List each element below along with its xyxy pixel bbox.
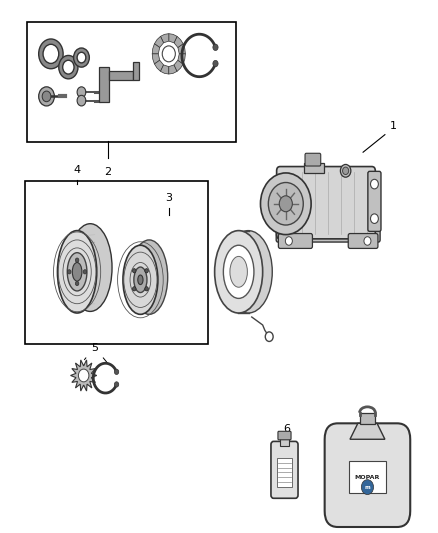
Ellipse shape (224, 231, 272, 313)
Polygon shape (71, 360, 97, 391)
Circle shape (343, 167, 349, 174)
Bar (133, 62, 139, 80)
Ellipse shape (131, 240, 168, 314)
Bar (25, 181, 208, 344)
Circle shape (42, 91, 51, 102)
Polygon shape (178, 44, 185, 54)
Ellipse shape (134, 267, 147, 293)
Circle shape (43, 44, 59, 63)
Circle shape (74, 48, 89, 67)
Text: 4: 4 (74, 165, 81, 175)
FancyBboxPatch shape (348, 233, 378, 248)
Polygon shape (160, 34, 169, 43)
FancyBboxPatch shape (278, 431, 291, 440)
Polygon shape (174, 60, 183, 71)
Bar (304, 164, 324, 173)
Ellipse shape (67, 253, 87, 291)
Text: 2: 2 (104, 167, 111, 177)
Ellipse shape (72, 263, 82, 281)
Text: 5: 5 (91, 343, 98, 353)
Bar (277, 458, 292, 487)
FancyBboxPatch shape (277, 166, 375, 239)
Polygon shape (169, 34, 177, 43)
Circle shape (145, 287, 148, 291)
Circle shape (75, 258, 79, 262)
Circle shape (371, 214, 378, 223)
Circle shape (132, 269, 136, 273)
Circle shape (77, 95, 86, 106)
Text: 7: 7 (364, 416, 371, 426)
Polygon shape (152, 44, 160, 54)
Ellipse shape (230, 256, 247, 287)
Circle shape (83, 270, 87, 274)
Circle shape (67, 270, 71, 274)
Bar (99, 67, 109, 102)
Circle shape (279, 196, 292, 212)
Circle shape (114, 369, 119, 375)
FancyBboxPatch shape (271, 441, 298, 498)
Circle shape (361, 480, 374, 495)
Ellipse shape (215, 231, 263, 313)
FancyBboxPatch shape (368, 171, 381, 231)
Circle shape (213, 44, 218, 51)
Ellipse shape (138, 275, 143, 285)
Circle shape (59, 55, 78, 79)
Ellipse shape (123, 245, 158, 314)
Circle shape (75, 281, 79, 286)
Ellipse shape (68, 224, 112, 311)
Circle shape (63, 60, 74, 74)
Bar (109, 71, 133, 80)
Circle shape (77, 87, 86, 98)
Text: m: m (365, 484, 370, 490)
Text: 6: 6 (283, 424, 290, 434)
Polygon shape (152, 54, 160, 64)
FancyBboxPatch shape (276, 230, 380, 242)
Polygon shape (155, 60, 163, 71)
Bar (27, 22, 237, 142)
Circle shape (77, 52, 86, 63)
Circle shape (371, 179, 378, 189)
Circle shape (213, 60, 218, 67)
Text: 1: 1 (390, 121, 397, 131)
Circle shape (340, 165, 351, 177)
Polygon shape (178, 54, 185, 64)
Circle shape (39, 39, 63, 69)
Circle shape (261, 173, 311, 235)
Bar (349, 461, 386, 494)
Polygon shape (350, 423, 385, 439)
Circle shape (268, 182, 303, 225)
Circle shape (145, 269, 148, 273)
Bar (280, 438, 289, 446)
FancyBboxPatch shape (279, 233, 312, 248)
Circle shape (114, 382, 119, 387)
Ellipse shape (223, 245, 254, 298)
Circle shape (78, 369, 89, 382)
Bar (360, 413, 375, 424)
Circle shape (286, 237, 292, 245)
FancyBboxPatch shape (305, 154, 321, 166)
Circle shape (364, 237, 371, 245)
Polygon shape (169, 65, 177, 74)
Circle shape (39, 87, 54, 106)
FancyBboxPatch shape (325, 423, 410, 527)
Polygon shape (174, 36, 183, 47)
Circle shape (132, 287, 136, 291)
Text: 3: 3 (165, 193, 172, 203)
Polygon shape (155, 36, 163, 47)
Text: MOPAR: MOPAR (355, 475, 380, 480)
Ellipse shape (57, 231, 97, 313)
Circle shape (265, 332, 273, 342)
Circle shape (162, 46, 175, 62)
Polygon shape (160, 65, 169, 74)
